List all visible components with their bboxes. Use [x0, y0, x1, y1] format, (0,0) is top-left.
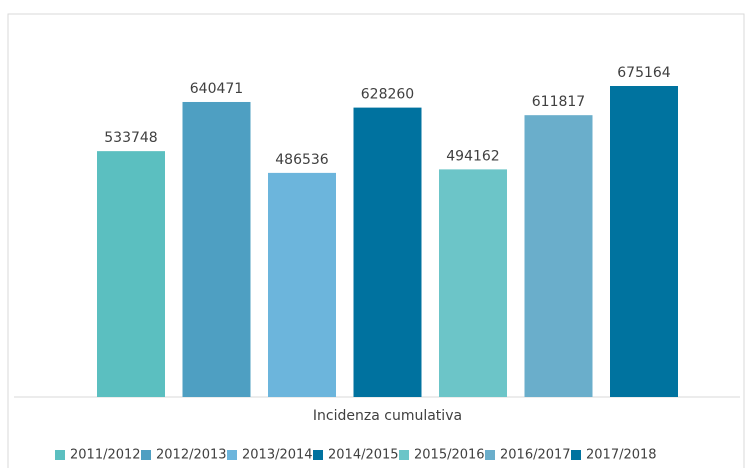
legend-swatch — [571, 450, 581, 460]
legend-label: 2015/2016 — [414, 448, 485, 463]
value-label: 486536 — [275, 152, 329, 168]
value-label: 675164 — [617, 65, 671, 81]
legend-swatch — [141, 450, 151, 460]
bar — [97, 151, 165, 397]
legend-label: 2013/2014 — [242, 448, 313, 463]
value-label: 628260 — [361, 87, 414, 103]
legend-swatch — [227, 450, 237, 460]
bar — [182, 101, 251, 398]
legend-swatch — [313, 450, 323, 460]
legend-swatch — [55, 450, 65, 460]
x-tick-label: Incidenza cumulativa — [313, 408, 462, 424]
legend-label: 2012/2013 — [156, 448, 227, 463]
legend-label: 2011/2012 — [70, 448, 141, 463]
value-label: 640471 — [190, 81, 243, 97]
bar — [439, 169, 507, 397]
legend-label: 2014/2015 — [328, 448, 399, 463]
bar — [268, 172, 336, 397]
bar — [524, 115, 593, 398]
bar — [353, 107, 422, 397]
legend-swatch — [399, 450, 409, 460]
legend-swatch — [485, 450, 495, 460]
legend-label: 2017/2018 — [586, 448, 657, 463]
legend-label: 2016/2017 — [500, 448, 571, 463]
value-label: 494162 — [446, 148, 499, 164]
value-label: 533748 — [104, 130, 157, 146]
bar — [610, 86, 678, 397]
value-label: 611817 — [532, 94, 585, 110]
